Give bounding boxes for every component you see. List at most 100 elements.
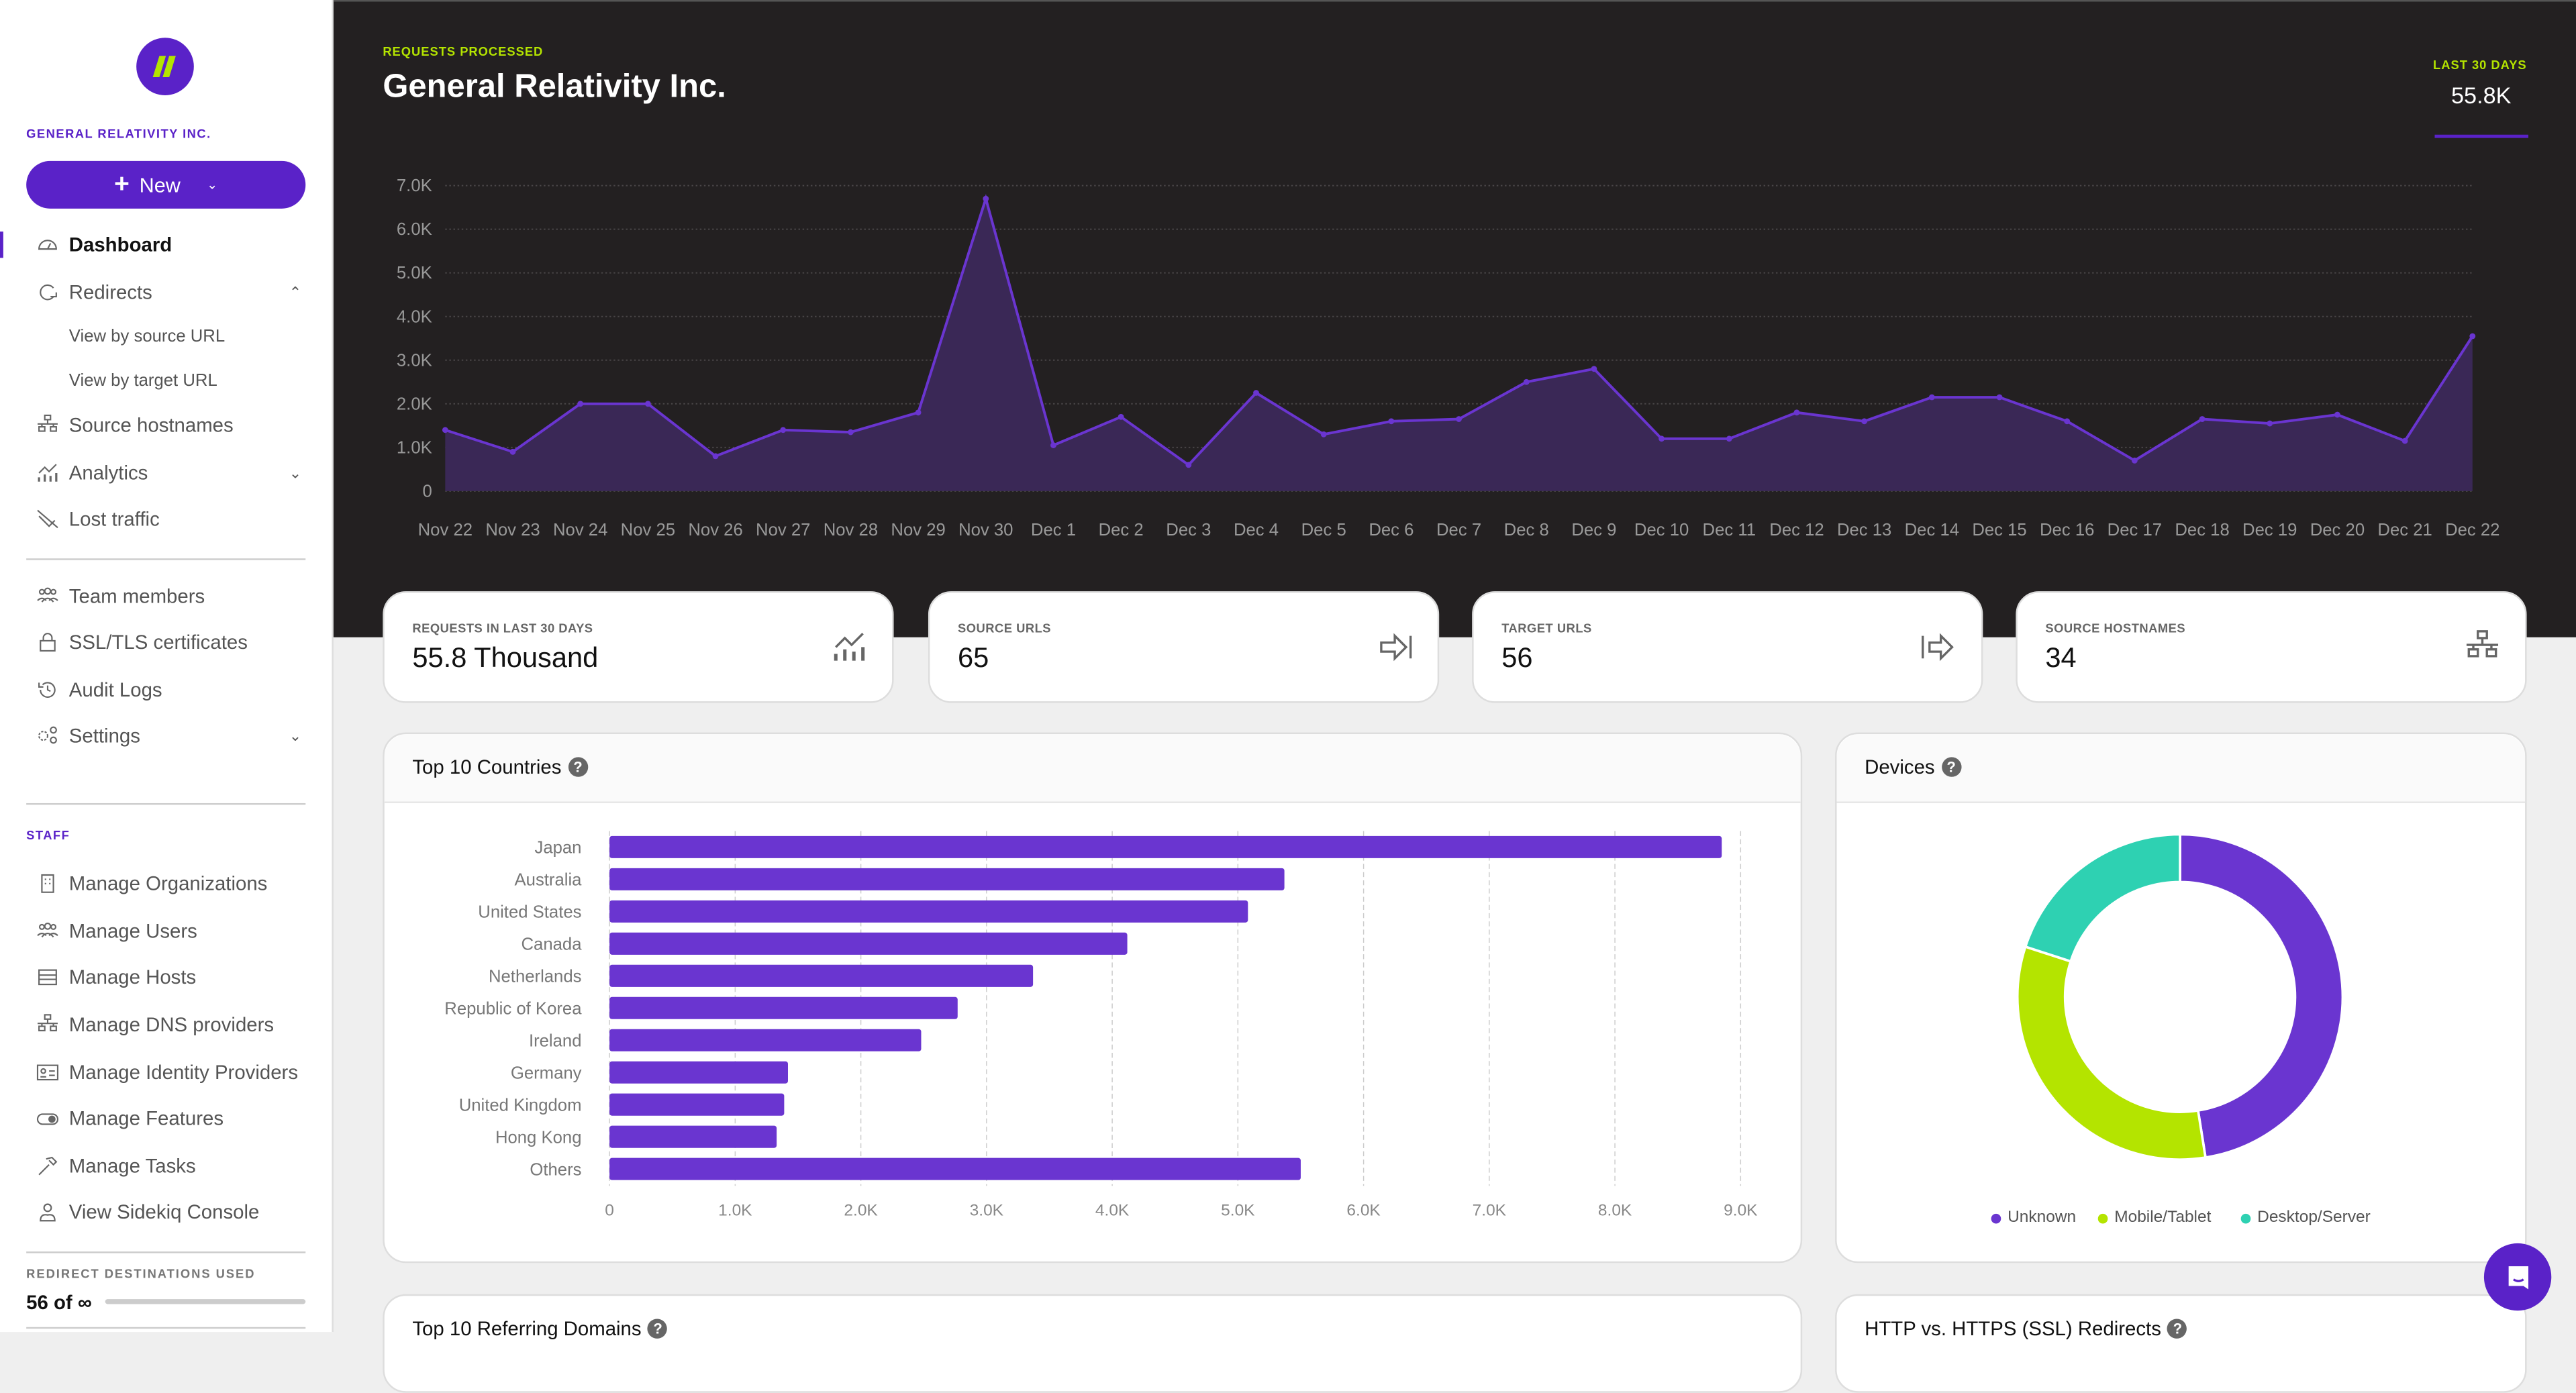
y-tick-label: 0 <box>422 482 432 501</box>
sidebar-item-dashboard[interactable]: Dashboard <box>0 227 334 263</box>
org-logo[interactable] <box>136 38 194 95</box>
divider <box>26 558 306 560</box>
sidebar-item-label: Manage Tasks <box>68 1154 196 1178</box>
help-icon[interactable]: ? <box>648 1319 668 1339</box>
redirect-icon <box>34 281 60 304</box>
sidebar-item-manage-features[interactable]: Manage Features <box>0 1100 334 1137</box>
y-tick-label: 7.0K <box>397 176 432 195</box>
sidebar-item-label: Dashboard <box>68 233 172 256</box>
data-point <box>1320 431 1327 437</box>
legend-item[interactable]: Mobile/Tablet <box>2097 1209 2211 1227</box>
bar-united-kingdom <box>609 1093 785 1116</box>
sidebar-item-label: Manage Users <box>68 919 197 943</box>
x-tick-label: 7.0K <box>1473 1201 1507 1219</box>
stat-card-source-urls[interactable]: SOURCE URLS 65 <box>928 591 1440 703</box>
sidebar-item-source-hostnames[interactable]: Source hostnames <box>0 407 334 444</box>
sidebar-item-lost-traffic[interactable]: Lost traffic <box>0 501 334 537</box>
sidebar-item-label: View by target URL <box>68 371 217 391</box>
x-tick-label: Dec 2 <box>1099 521 1144 539</box>
sidebar-item-label: SSL/TLS certificates <box>68 630 248 654</box>
stat-card-target-urls[interactable]: TARGET URLS 56 <box>1472 591 1983 703</box>
sidebar-item-manage-hosts[interactable]: Manage Hosts <box>0 959 334 995</box>
legend-item[interactable]: Desktop/Server <box>2240 1209 2371 1227</box>
bar-ireland <box>609 1029 922 1051</box>
data-point <box>1185 462 1192 468</box>
sidebar-item-ssl-tls-certificates[interactable]: SSL/TLS certificates <box>0 624 334 660</box>
sidebar-item-view-by-source-url[interactable]: View by source URL <box>0 319 334 355</box>
x-tick-label: Nov 24 <box>553 521 607 539</box>
top-countries-title: Top 10 Countries <box>412 755 562 779</box>
chevron-down-icon: ⌄ <box>206 177 218 193</box>
help-icon[interactable]: ? <box>1941 757 1961 777</box>
help-icon[interactable]: ? <box>568 757 588 777</box>
y-category-label: Others <box>530 1160 581 1179</box>
sidebar-item-manage-organizations[interactable]: Manage Organizations <box>0 866 334 902</box>
users-icon <box>34 920 60 943</box>
x-tick-label: Nov 27 <box>756 521 810 539</box>
usage-value: 56 of ∞ <box>26 1290 92 1314</box>
period-tab-value[interactable]: 55.8K <box>2450 82 2512 109</box>
sitemap-icon <box>34 414 60 437</box>
sidebar-item-label: Manage Hosts <box>68 966 197 989</box>
x-tick-label: Nov 22 <box>418 521 473 539</box>
sidebar-item-view-sidekiq-console[interactable]: View Sidekiq Console <box>0 1194 334 1230</box>
y-category-label: Canada <box>522 935 583 954</box>
devices-title: Devices <box>1865 755 1935 779</box>
y-tick-label: 1.0K <box>397 438 432 457</box>
divider <box>26 803 306 805</box>
ssl-redirects-panel: HTTP vs. HTTPS (SSL) Redirects? <box>1835 1294 2527 1393</box>
data-point <box>848 429 854 435</box>
chevron-down-icon[interactable]: ⌄ <box>289 727 302 743</box>
data-point <box>1523 378 1530 385</box>
y-tick-label: 2.0K <box>397 395 432 413</box>
panel-title: HTTP vs. HTTPS (SSL) Redirects? <box>1865 1317 2188 1340</box>
sidebar-item-analytics[interactable]: Analytics ⌄ <box>0 455 334 491</box>
chat-icon <box>2508 1265 2528 1289</box>
new-button-label: New <box>139 173 181 197</box>
sidebar: GENERAL RELATIVITY INC. + New ⌄ Dashboar… <box>0 0 334 1333</box>
sidebar-item-team-members[interactable]: Team members <box>0 578 334 615</box>
x-tick-label: 1.0K <box>718 1201 752 1219</box>
sidebar-item-manage-dns-providers[interactable]: Manage DNS providers <box>0 1007 334 1043</box>
usage-label: REDIRECT DESTINATIONS USED <box>26 1266 256 1282</box>
help-icon[interactable]: ? <box>2167 1319 2188 1339</box>
x-tick-label: Dec 9 <box>1571 521 1616 539</box>
sidebar-item-view-by-target-url[interactable]: View by target URL <box>0 363 334 399</box>
sidebar-item-manage-users[interactable]: Manage Users <box>0 913 334 949</box>
x-tick-label: Dec 8 <box>1504 521 1549 539</box>
sidebar-item-label: Manage Identity Providers <box>68 1061 299 1084</box>
period-tab-label[interactable]: LAST 30 DAYS <box>2433 57 2527 72</box>
sidebar-item-manage-tasks[interactable]: Manage Tasks <box>0 1148 334 1184</box>
x-tick-label: Dec 22 <box>2445 521 2499 539</box>
x-tick-label: Dec 21 <box>2377 521 2432 539</box>
sidebar-item-redirects[interactable]: Redirects ⌃ <box>0 274 334 311</box>
page-title: General Relativity Inc. <box>383 68 726 105</box>
data-point <box>2199 416 2206 422</box>
legend-item[interactable]: Unknown <box>1991 1208 2077 1227</box>
chat-launcher-button[interactable] <box>2483 1243 2552 1311</box>
usage-progress-bar <box>105 1299 306 1304</box>
chevron-up-icon[interactable]: ⌃ <box>289 283 302 300</box>
legend-label: Unknown <box>2008 1208 2077 1227</box>
sidebar-item-settings[interactable]: Settings ⌄ <box>0 718 334 754</box>
stat-value: 34 <box>2045 642 2077 674</box>
data-point <box>1118 413 1124 420</box>
sidebar-item-label: Team members <box>68 584 205 608</box>
new-button[interactable]: + New ⌄ <box>26 160 306 209</box>
users-icon <box>34 584 60 607</box>
stat-card-requests-in-last-30-days[interactable]: REQUESTS IN LAST 30 DAYS 55.8 Thousand <box>383 591 894 703</box>
x-tick-label: Dec 15 <box>1972 521 2026 539</box>
sidebar-item-audit-logs[interactable]: Audit Logs <box>0 672 334 708</box>
sidebar-item-manage-identity-providers[interactable]: Manage Identity Providers <box>0 1054 334 1090</box>
arrow-to-bar-icon <box>1377 629 1413 665</box>
stat-value: 65 <box>958 642 989 674</box>
y-category-label: Germany <box>511 1064 582 1082</box>
stat-card-source-hostnames[interactable]: SOURCE HOSTNAMES 34 <box>2016 591 2527 703</box>
x-tick-label: 6.0K <box>1346 1201 1381 1219</box>
building-icon <box>34 872 60 895</box>
chevron-down-icon[interactable]: ⌄ <box>289 464 302 480</box>
data-point <box>644 401 651 407</box>
data-point <box>1793 409 1800 416</box>
bar-others <box>609 1157 1301 1180</box>
x-tick-label: Nov 23 <box>485 521 540 539</box>
